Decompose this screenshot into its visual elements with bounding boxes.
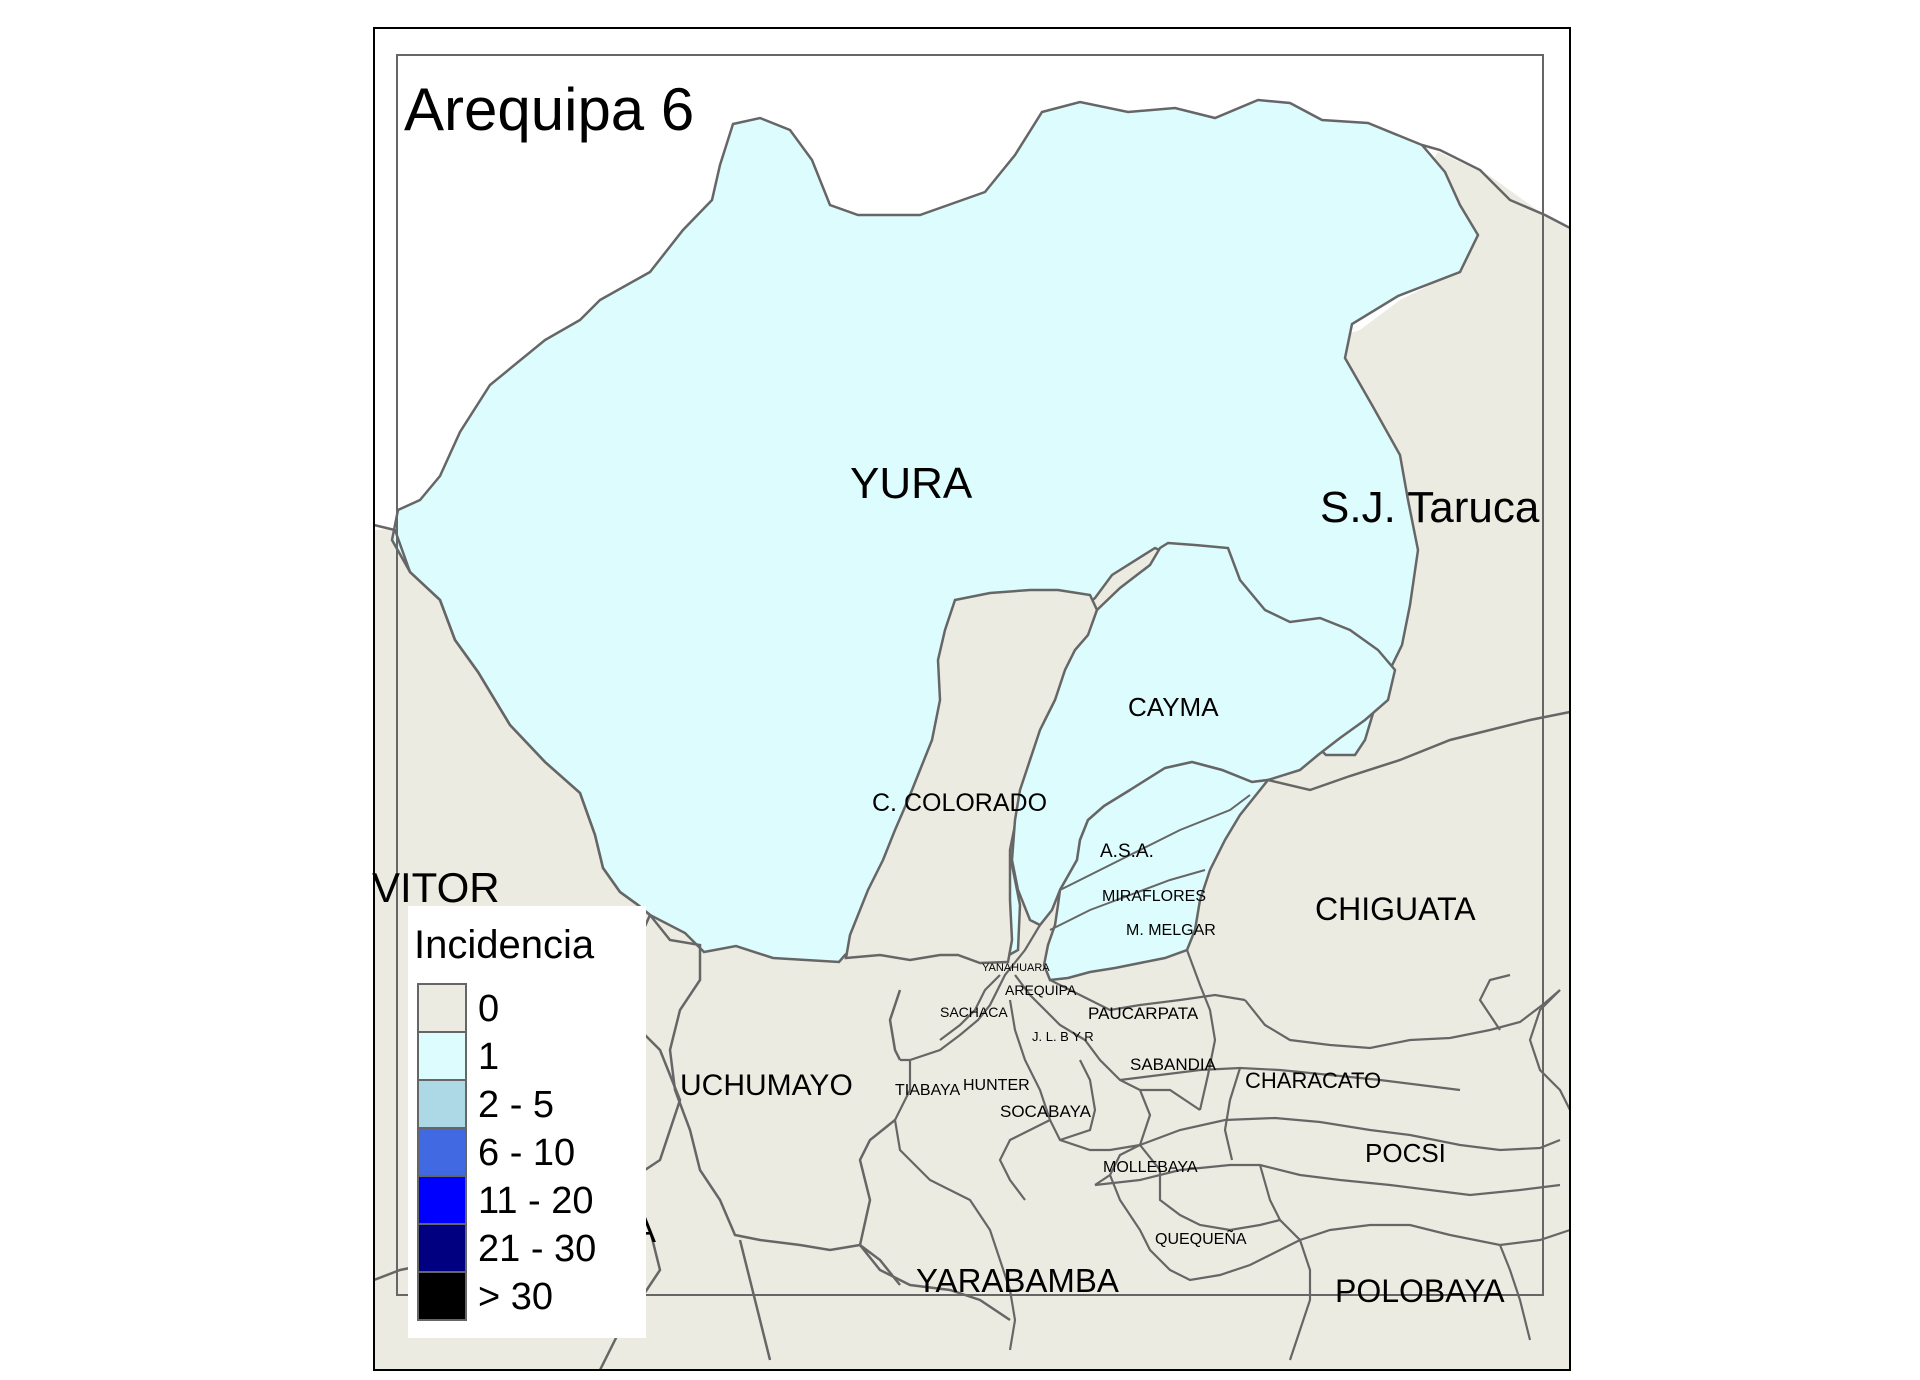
label-tiabaya: TIABAYA <box>895 1082 961 1099</box>
boundary-miraflores-melgar <box>1049 869 1206 931</box>
label-paucarpata: PAUCARPATA <box>1088 1004 1199 1023</box>
legend-title: Incidencia <box>414 923 595 967</box>
legend-label: 21 - 30 <box>478 1228 596 1270</box>
label-polobaya: POLOBAYA <box>1335 1273 1505 1309</box>
label-cayma: CAYMA <box>1128 692 1219 722</box>
legend-label: 11 - 20 <box>478 1180 593 1222</box>
legend-items: 0 1 2 - 5 6 - 10 11 - 20 21 - 30 > 30 <box>417 983 596 1321</box>
label-sachaca: SACHACA <box>940 1004 1008 1020</box>
legend-label: 2 - 5 <box>478 1084 554 1126</box>
district-labels: YURA S.J. Taruca CAYMA C. COLORADO A.S.A… <box>372 459 1540 1309</box>
label-socabaya: SOCABAYA <box>1000 1102 1092 1121</box>
label-asa: A.S.A. <box>1100 841 1154 862</box>
legend-swatch <box>417 983 467 1033</box>
legend-swatch <box>417 1223 467 1273</box>
label-quequena: QUEQUEÑA <box>1155 1228 1247 1248</box>
label-mollebaya: MOLLEBAYA <box>1103 1159 1198 1176</box>
legend-swatch <box>417 1031 467 1081</box>
label-yanahuara: YANAHUARA <box>982 962 1050 974</box>
label-yura: YURA <box>850 459 973 508</box>
inner-neatline <box>396 54 1544 1296</box>
label-jlbyr: J. L. B Y R <box>1032 1029 1094 1044</box>
legend: Incidencia 0 1 2 - 5 6 - 10 11 - 20 21 - 30 > … <box>408 906 646 1338</box>
label-miraflores: MIRAFLORES <box>1102 888 1206 905</box>
legend-label: 6 - 10 <box>478 1132 575 1174</box>
label-pocsi: POCSI <box>1365 1138 1446 1168</box>
label-yarabamba: YARABAMBA <box>916 1262 1119 1299</box>
boundary-sj-tarucani <box>1421 143 1570 230</box>
legend-swatch <box>417 1079 467 1129</box>
label-uchumayo: UCHUMAYO <box>680 1069 853 1102</box>
legend-label: > 30 <box>478 1276 553 1318</box>
legend-label: 1 <box>478 1036 499 1078</box>
legend-swatch <box>417 1127 467 1177</box>
map-title: Arequipa 6 <box>404 76 694 143</box>
label-hunter: HUNTER <box>963 1077 1030 1094</box>
label-characato: CHARACATO <box>1245 1068 1381 1093</box>
boundary-tarucani-chiguata <box>1267 710 1570 792</box>
legend-swatch <box>417 1271 467 1321</box>
label-m-melgar: M. MELGAR <box>1126 922 1216 939</box>
label-vitor: VITOR <box>372 864 500 911</box>
district-boundaries-center <box>893 924 1570 1361</box>
label-arequipa: AREQUIPA <box>1005 982 1077 998</box>
label-sj-tarucani: S.J. Taruca <box>1320 483 1540 532</box>
legend-label: 0 <box>478 988 499 1030</box>
label-c-colorado: C. COLORADO <box>872 789 1047 817</box>
boundary-asa-miraflores <box>1059 794 1251 891</box>
label-sabandia: SABANDIA <box>1130 1055 1217 1074</box>
legend-swatch <box>417 1175 467 1225</box>
map-frame-border <box>373 27 1571 1371</box>
label-chiguata: CHIGUATA <box>1315 891 1476 927</box>
